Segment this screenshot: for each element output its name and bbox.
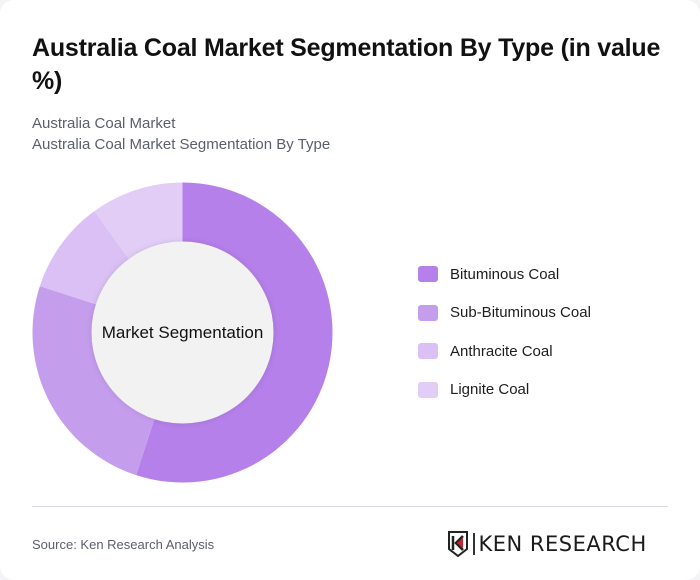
subtitle-market: Australia Coal Market — [32, 115, 176, 132]
donut-hole — [91, 241, 274, 424]
logo-divider — [473, 533, 475, 555]
legend-swatch — [418, 266, 438, 282]
donut-slice-sub-bituminous[interactable] — [32, 286, 156, 476]
footer-divider — [32, 506, 668, 507]
ken-research-shield-icon — [448, 531, 468, 557]
donut-chart: Market Segmentation — [30, 180, 335, 485]
subtitle-segmentation: Australia Coal Market Segmentation By Ty… — [32, 136, 331, 153]
chart-legend: Bituminous Coal Sub-Bituminous Coal Anth… — [418, 264, 591, 418]
legend-label: Sub-Bituminous Coal — [450, 304, 591, 321]
source-note: Source: Ken Research Analysis — [32, 537, 215, 552]
legend-item-anthracite[interactable]: Anthracite Coal — [418, 341, 591, 361]
legend-label: Anthracite Coal — [450, 342, 553, 360]
chart-subtitle: Australia Coal Market Australia Coal Mar… — [32, 113, 330, 155]
legend-swatch — [418, 304, 438, 321]
legend-item-sub-bituminous[interactable]: Sub-Bituminous Coal — [418, 303, 591, 323]
legend-item-lignite[interactable]: Lignite Coal — [418, 380, 591, 400]
legend-swatch — [418, 343, 438, 359]
ken-research-logo: KEN RESEARCH — [447, 530, 647, 558]
donut-slice-lignite[interactable] — [94, 182, 183, 262]
legend-label: Bituminous Coal — [450, 265, 560, 283]
legend-label: Lignite Coal — [450, 381, 530, 398]
chart-title: Australia Coal Market Segmentation By Ty… — [32, 34, 661, 95]
donut-slice-bituminous[interactable] — [136, 182, 333, 483]
legend-item-bituminous[interactable]: Bituminous Coal — [418, 264, 591, 284]
legend-swatch — [418, 381, 438, 398]
logo-text: KEN RESEARCH — [478, 532, 647, 556]
donut-svg — [32, 182, 333, 483]
